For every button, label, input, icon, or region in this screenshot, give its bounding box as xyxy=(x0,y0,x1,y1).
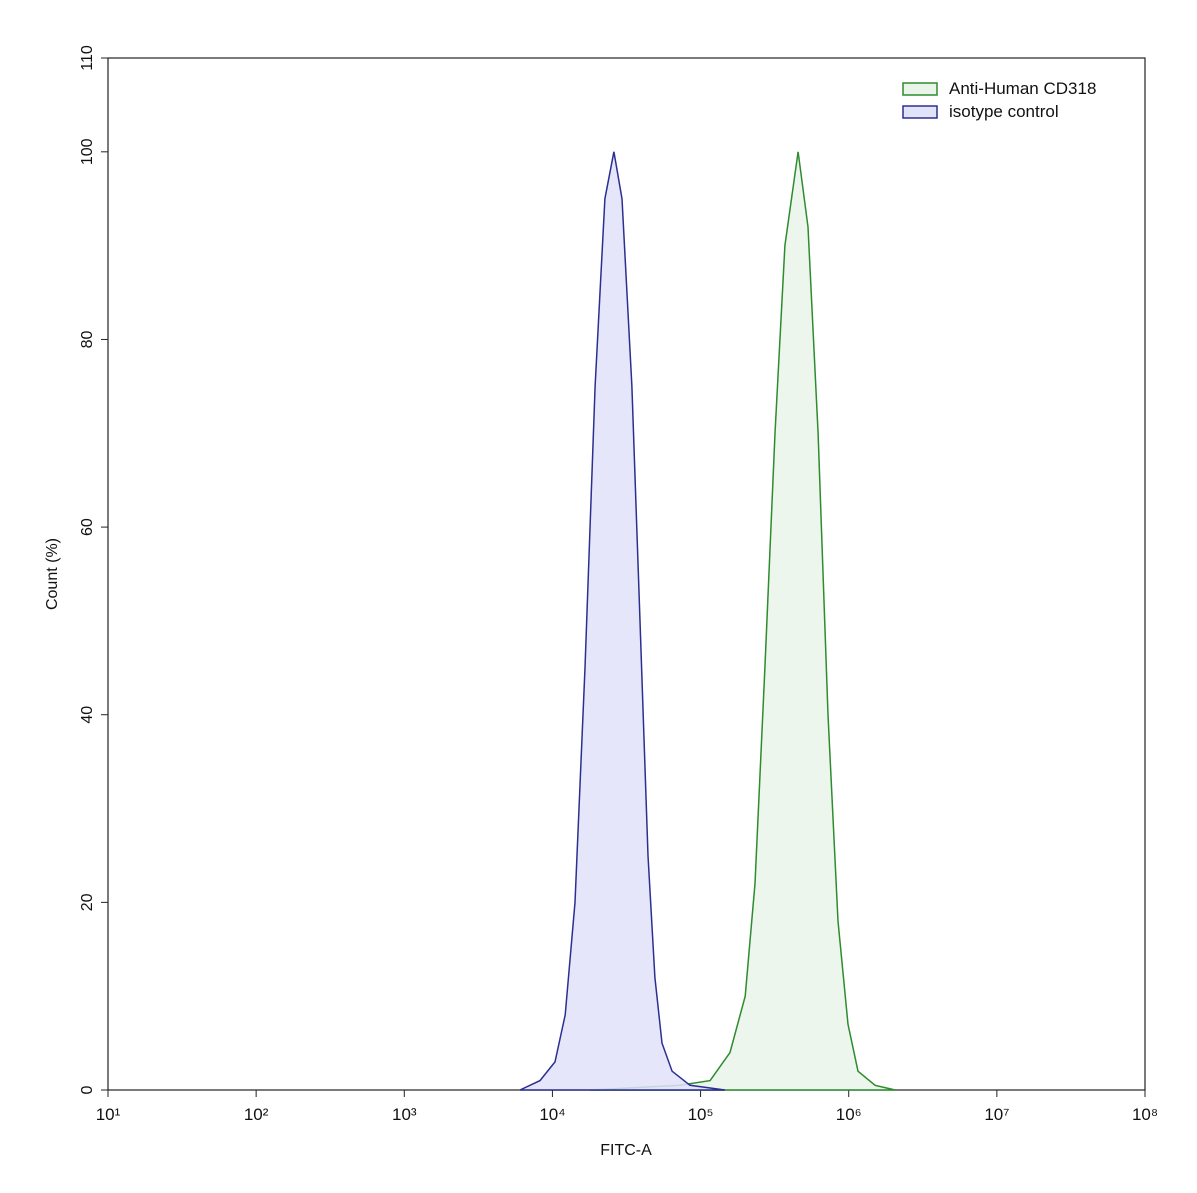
x-tick-label: 10⁵ xyxy=(688,1105,714,1124)
histogram-area xyxy=(589,151,896,1091)
y-tick-label: 20 xyxy=(79,893,96,911)
x-tick-label: 10⁷ xyxy=(984,1105,1009,1124)
y-tick-label: 110 xyxy=(79,45,96,71)
y-tick-label: 0 xyxy=(79,1085,96,1094)
histogram-area xyxy=(519,151,726,1091)
y-tick-label: 40 xyxy=(79,706,96,724)
legend-label: Anti-Human CD318 xyxy=(949,79,1096,98)
x-tick-label: 10² xyxy=(244,1105,269,1124)
x-tick-label: 10¹ xyxy=(96,1105,121,1124)
x-tick-label: 10⁶ xyxy=(836,1105,862,1124)
y-tick-label: 60 xyxy=(79,518,96,536)
y-axis-label: Count (%) xyxy=(44,538,61,610)
x-tick-label: 10⁸ xyxy=(1132,1105,1158,1124)
y-tick-label: 80 xyxy=(79,330,96,348)
legend-swatch xyxy=(902,82,938,96)
x-tick-label: 10⁴ xyxy=(539,1105,565,1124)
y-tick-label: 100 xyxy=(79,138,96,165)
legend-swatch xyxy=(902,105,938,119)
x-axis-label: FITC-A xyxy=(600,1142,652,1159)
legend-label: isotype control xyxy=(949,102,1059,121)
x-tick-label: 10³ xyxy=(392,1105,417,1124)
